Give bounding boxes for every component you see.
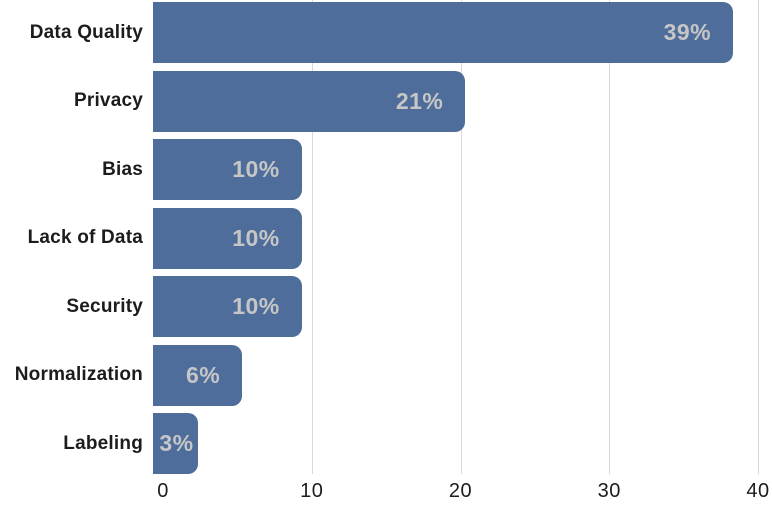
category-label: Security (66, 295, 143, 317)
bar-track: 39% (153, 2, 748, 63)
bar-value-label: 10% (232, 156, 280, 182)
bar: 10% (153, 139, 302, 200)
bar-row: Normalization 6% (0, 344, 772, 406)
x-tick-label: 20 (448, 480, 473, 502)
category-label: Normalization (14, 364, 143, 385)
bar-value-label: 39% (663, 19, 712, 45)
bar-track: 10% (153, 276, 748, 337)
bar-row: Labeling 3% (0, 413, 772, 474)
bar-row: Lack of Data 10% (0, 207, 772, 269)
bar-rows: Data Quality 39% Privacy 21% Bias 10% La… (0, 2, 772, 474)
category-label: Privacy (73, 90, 143, 111)
x-tick-label: 0 (157, 480, 169, 502)
gridlines-layer (163, 0, 759, 474)
bar-row: Privacy 21% (0, 70, 772, 132)
bar-value-label: 6% (186, 361, 221, 388)
bar: 10% (153, 276, 302, 337)
bar: 6% (153, 344, 243, 406)
bar-track: 3% (153, 413, 748, 474)
bar: 21% (153, 70, 466, 132)
gridline (758, 0, 759, 474)
bar-value-label: 10% (232, 293, 280, 319)
bar: 10% (153, 207, 302, 269)
gridline (311, 0, 313, 474)
bar-value-label: 21% (395, 87, 444, 114)
bar-value-label: 3% (159, 430, 194, 456)
x-tick-label: 30 (597, 480, 621, 502)
bar: 3% (153, 413, 198, 474)
gridline (460, 0, 462, 474)
bar-track: 6% (153, 344, 748, 406)
category-label: Bias (102, 158, 143, 180)
bar-row: Data Quality 39% (0, 2, 772, 63)
bar-value-label: 10% (232, 224, 280, 251)
bar-row: Bias 10% (0, 139, 772, 200)
bar-track: 21% (153, 70, 748, 132)
bar-track: 10% (153, 139, 748, 200)
x-tick-label: 10 (300, 480, 324, 502)
gridline (609, 0, 611, 474)
x-tick-label: 40 (746, 480, 770, 502)
bar: 39% (153, 2, 734, 63)
bar-row: Security 10% (0, 276, 772, 337)
category-label: Lack of Data (27, 227, 143, 248)
x-axis: 0 10 20 30 40 (157, 478, 769, 508)
category-label: Labeling (63, 432, 143, 454)
category-label: Data Quality (29, 21, 143, 43)
bar-track: 10% (153, 207, 748, 269)
